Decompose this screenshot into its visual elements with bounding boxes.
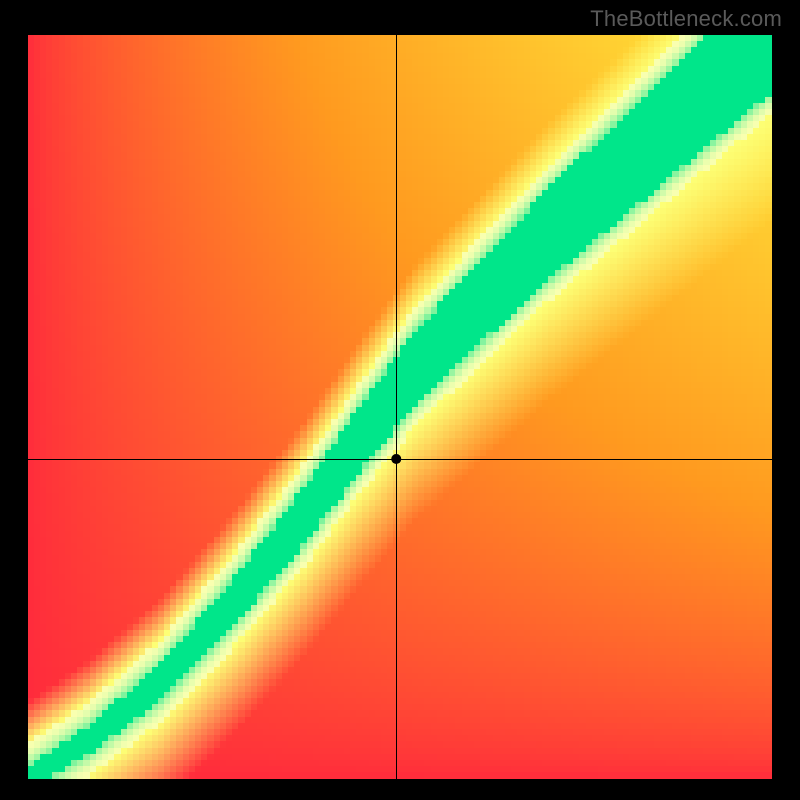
crosshair-overlay xyxy=(28,35,772,779)
watermark-text: TheBottleneck.com xyxy=(590,6,782,32)
plot-area xyxy=(28,35,772,779)
page-container: TheBottleneck.com xyxy=(0,0,800,800)
